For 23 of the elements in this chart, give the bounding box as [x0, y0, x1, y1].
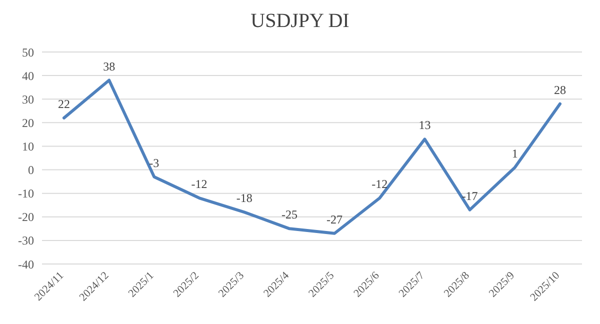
data-label: -12	[372, 177, 388, 192]
y-tick-label: 40	[22, 68, 34, 83]
data-label: -12	[191, 177, 208, 192]
y-tick-label: 50	[22, 45, 34, 60]
data-label: 38	[103, 59, 116, 74]
data-label: -25	[281, 208, 298, 222]
y-tick-label: 30	[22, 92, 34, 106]
data-label: -18	[236, 191, 252, 206]
data-label: 22	[58, 96, 70, 111]
data-label: 28	[554, 82, 566, 97]
y-tick-label: -40	[18, 257, 34, 272]
data-label: 1	[512, 146, 518, 160]
y-tick-label: 0	[28, 163, 34, 178]
y-tick-label: -30	[18, 234, 34, 248]
y-tick-label: -20	[18, 210, 34, 224]
y-tick-label: 20	[22, 116, 34, 130]
data-label: -17	[462, 188, 478, 203]
data-label: -27	[326, 212, 343, 226]
y-tick-label: -10	[18, 186, 34, 201]
chart-title: USDJPY DI	[250, 10, 350, 33]
data-label: 13	[418, 118, 431, 132]
y-tick-label: 10	[22, 139, 34, 154]
data-label: -3	[149, 156, 160, 170]
